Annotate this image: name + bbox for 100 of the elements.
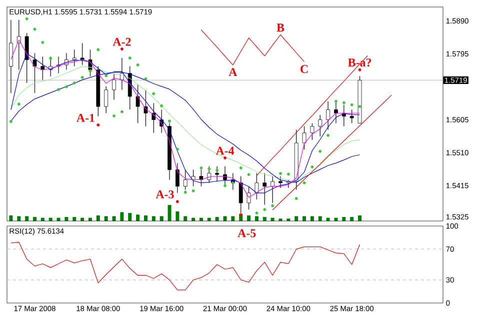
candlestick (16, 20, 21, 70)
bar (176, 211, 180, 221)
candlestick (254, 172, 259, 200)
candlestick (40, 56, 45, 80)
candlestick (207, 166, 212, 184)
point (168, 120, 172, 123)
bar (112, 216, 116, 221)
point (263, 208, 266, 212)
point (152, 92, 156, 96)
point (326, 134, 330, 137)
candlestick (136, 84, 140, 124)
bar (104, 216, 108, 221)
bar (302, 216, 306, 221)
bar (358, 215, 362, 221)
data-label: C (300, 64, 308, 74)
candlestick (112, 72, 116, 100)
annotation: A-5 (238, 229, 256, 238)
point (25, 17, 28, 20)
point (208, 167, 211, 170)
point (247, 173, 250, 176)
candlestick (270, 176, 275, 204)
point (294, 196, 298, 200)
point (342, 101, 346, 104)
point (64, 85, 68, 88)
point (239, 166, 242, 170)
bar (247, 215, 251, 221)
candlestick (32, 52, 37, 94)
point (120, 110, 124, 114)
bar (223, 216, 227, 221)
point (104, 74, 108, 78)
bar (231, 216, 235, 221)
bar (96, 215, 100, 221)
point (120, 47, 124, 50)
point (278, 172, 282, 175)
candlestick (318, 114, 322, 137)
candlestick (191, 169, 196, 187)
candlestick (238, 176, 243, 214)
point (224, 156, 227, 160)
bar (128, 213, 132, 221)
point (96, 48, 100, 52)
data-label: A-4 (216, 146, 234, 155)
bar (25, 216, 29, 221)
data-label: A-1 (76, 114, 94, 122)
data-label: A (228, 68, 238, 76)
point (17, 102, 20, 106)
point (200, 166, 203, 170)
candlestick (199, 169, 204, 187)
point (239, 213, 242, 216)
bar (318, 216, 322, 221)
point (286, 172, 290, 176)
point (302, 181, 306, 184)
candlestick (262, 172, 267, 205)
bar (160, 216, 164, 221)
point (112, 114, 116, 118)
point (57, 88, 60, 92)
point (350, 103, 354, 106)
point (176, 200, 179, 204)
bar (120, 212, 124, 221)
point (41, 40, 44, 44)
point (184, 190, 187, 194)
bar (294, 216, 298, 221)
bar (144, 215, 148, 221)
bar (310, 216, 314, 221)
point (216, 168, 219, 172)
candlestick (278, 176, 282, 188)
bar (152, 216, 156, 221)
candlestick (144, 90, 148, 127)
point (33, 28, 36, 31)
candlestick (183, 169, 188, 190)
candlestick (302, 126, 306, 150)
point (136, 63, 140, 66)
point (96, 123, 100, 126)
candlestick (334, 101, 338, 124)
point (49, 56, 52, 60)
candlestick (80, 42, 84, 66)
candlestick (24, 32, 29, 84)
bar (168, 205, 172, 221)
point (271, 204, 274, 208)
candlestick (310, 122, 314, 140)
candlestick (72, 49, 76, 67)
point (224, 184, 227, 188)
candlestick (246, 186, 251, 210)
data-label: B (276, 24, 284, 32)
point (144, 77, 148, 80)
bar (184, 216, 188, 221)
bar (17, 216, 21, 221)
candlestick (152, 102, 156, 134)
candlestick (175, 162, 180, 194)
data-label: A-3 (156, 190, 174, 198)
point (310, 165, 314, 168)
point (9, 120, 12, 123)
point (334, 100, 338, 103)
bar (136, 214, 140, 221)
point (358, 105, 362, 108)
bar (9, 215, 13, 221)
candlestick (104, 86, 108, 114)
point (72, 81, 76, 84)
line-series (272, 94, 392, 210)
point (192, 189, 195, 192)
candlestick (326, 101, 330, 130)
